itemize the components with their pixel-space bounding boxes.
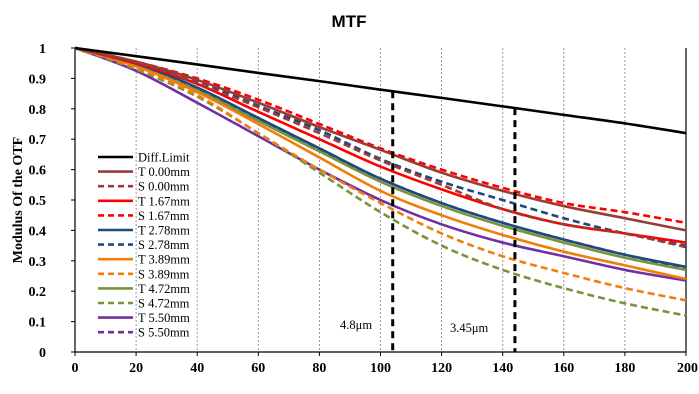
- y-tick-label: 0.8: [29, 103, 47, 118]
- y-tick-label: 0.7: [29, 133, 47, 148]
- y-tick-label: 0.1: [29, 316, 47, 331]
- annotation-label: 4.8μm: [340, 318, 372, 332]
- legend-label: S 2.78mm: [138, 238, 190, 252]
- series-line-diff-limit: [74, 46, 687, 135]
- axes: [71, 47, 687, 356]
- y-tick-label: 1: [39, 42, 46, 57]
- x-tick-label: 140: [492, 361, 513, 376]
- chart-title: MTF: [332, 12, 367, 31]
- legend-label: S 0.00mm: [138, 180, 190, 194]
- series-line-t-2-78mm: [74, 46, 687, 269]
- series-line-s-2-78mm: [74, 46, 687, 247]
- x-tick-label: 160: [553, 361, 574, 376]
- annotation-label: 3.45μm: [450, 321, 489, 335]
- y-tick-label: 0.4: [29, 224, 47, 239]
- y-tick-label: 0.6: [29, 164, 47, 179]
- x-tick-label: 40: [190, 361, 204, 376]
- legend-label: T 4.72mm: [138, 282, 190, 296]
- series-line-s-3-89mm: [74, 46, 687, 302]
- y-tick-labels: 0 0.1 0.2 0.3 0.4 0.5 0.6 0.7 0.8 0.9 1: [29, 42, 47, 361]
- x-tick-label: 20: [129, 361, 143, 376]
- x-tick-label: 0: [72, 361, 79, 376]
- x-tick-label: 200: [677, 361, 698, 376]
- legend-label: S 5.50mm: [138, 326, 190, 340]
- y-tick-label: 0: [39, 346, 46, 361]
- x-tick-labels: 0 20 40 60 80 100 120 140 160 180 200: [72, 361, 699, 376]
- series-line-s-0-00mm: [74, 46, 687, 249]
- legend-label: T 2.78mm: [138, 224, 190, 238]
- legend-label: S 3.89mm: [138, 267, 190, 281]
- x-tick-label: 180: [614, 361, 635, 376]
- x-tick-label: 60: [251, 361, 265, 376]
- legend-label: S 1.67mm: [138, 209, 190, 223]
- annotations: 4.8μm 3.45μm: [340, 91, 517, 352]
- series-line-s-4-72mm: [74, 46, 687, 317]
- legend-label: T 0.00mm: [138, 165, 190, 179]
- x-tick-label: 80: [312, 361, 326, 376]
- y-tick-label: 0.9: [29, 72, 47, 87]
- legend-label: T 5.50mm: [138, 311, 190, 325]
- legend-label: T 3.89mm: [138, 253, 190, 267]
- y-tick-label: 0.3: [29, 255, 47, 270]
- x-tick-label: 120: [431, 361, 452, 376]
- series-line-t-5-50mm: [74, 46, 687, 282]
- series-lines: [74, 46, 687, 317]
- y-axis-label: Modulus Of the OTF: [11, 137, 26, 263]
- series-line-t-3-89mm: [74, 46, 687, 281]
- series-line-t-0-00mm: [74, 46, 687, 232]
- legend-label: T 1.67mm: [138, 194, 190, 208]
- y-tick-label: 0.2: [29, 285, 47, 300]
- x-tick-label: 100: [370, 361, 391, 376]
- legend-label: S 4.72mm: [138, 297, 190, 311]
- y-tick-label: 0.5: [29, 194, 47, 209]
- legend-label: Diff.Limit: [138, 151, 190, 165]
